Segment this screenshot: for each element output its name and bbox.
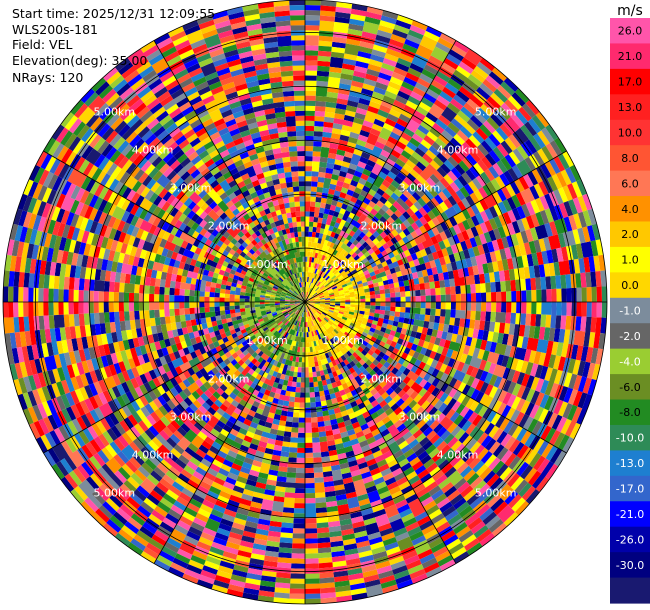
colorbar-tick-label: -8.0 <box>619 406 640 419</box>
colorbar-unit-label: m/s <box>617 3 643 19</box>
range-ring-label: 3.00km <box>399 410 441 423</box>
range-ring-label: 4.00km <box>132 144 174 157</box>
gate-group <box>13 0 601 575</box>
colorbar-tick-label: -10.0 <box>616 432 644 445</box>
colorbar-tick-label: -26.0 <box>616 533 644 546</box>
colorbar-tick-label: -30.0 <box>616 559 644 572</box>
range-ring-label: 2.00km <box>361 220 403 233</box>
gate-group <box>13 5 572 551</box>
ppi-scan-plot: 1.00km 1.00km 1.00km 1.00km 2.00km 2.00km 2.00… <box>2 0 608 605</box>
range-ring-label: 2.00km <box>361 372 403 385</box>
velocity-gates <box>3 0 608 604</box>
range-ring-label: 4.00km <box>132 449 174 462</box>
colorbar-tick-label: 10.0 <box>618 127 643 140</box>
colorbar-swatch <box>610 552 650 579</box>
colorbar-swatch <box>610 68 650 95</box>
azimuth-line <box>304 301 457 564</box>
colorbar-swatch <box>610 501 650 528</box>
range-ring-label: 4.00km <box>437 144 479 157</box>
nrays-label: NRays: 120 <box>12 70 84 85</box>
colorbar-tick-label: 6.0 <box>621 177 639 190</box>
gate-group <box>13 0 592 589</box>
colorbar-tick-label: 1.0 <box>621 254 639 267</box>
colorbar-swatches <box>610 18 650 604</box>
range-ring-label: 5.00km <box>94 487 136 500</box>
colorbar-swatch <box>610 18 650 45</box>
gate-group <box>32 26 596 598</box>
colorbar-tick-label: 17.0 <box>618 76 643 89</box>
colorbar-swatch <box>610 577 650 604</box>
azimuth-line <box>43 301 306 454</box>
colorbar-swatch <box>610 374 650 401</box>
elevation-label: Elevation(deg): 35.00 <box>12 53 148 68</box>
range-ring-labels: 1.00km 1.00km 1.00km 1.00km 2.00km 2.00km 2.00… <box>94 105 517 499</box>
azimuth-lines <box>3 0 607 604</box>
colorbar-tick-label: -17.0 <box>616 483 644 496</box>
colorbar-tick-label: 21.0 <box>618 50 643 63</box>
colorbar-swatch <box>610 323 650 350</box>
colorbar-swatch <box>610 119 650 146</box>
colorbar-tick-label: 13.0 <box>618 101 643 114</box>
colorbar-tick-label: 2.0 <box>621 228 639 241</box>
start-time-label: Start time: 2025/12/31 12:09:55 <box>12 6 216 21</box>
colorbar-swatch <box>610 348 650 375</box>
range-ring-label: 1.00km <box>246 258 288 271</box>
range-ring-label: 3.00km <box>170 182 212 195</box>
range-ring-label: 5.00km <box>94 105 136 118</box>
colorbar-swatch <box>610 526 650 553</box>
colorbar-swatch <box>610 196 650 223</box>
gate-group <box>14 15 586 594</box>
colorbar-swatch <box>610 272 650 299</box>
gate-group <box>23 15 607 599</box>
colorbar-swatch <box>610 424 650 451</box>
colorbar-swatch <box>610 246 650 273</box>
instrument-label: WLS200s-181 <box>12 22 98 37</box>
colorbar-tick-label: -6.0 <box>619 381 640 394</box>
azimuth-line <box>304 150 567 303</box>
colorbar: m/s 26.0 21.0 17.0 13.0 10.0 8.0 6.0 4.0 2.0 1.0 0… <box>610 3 650 604</box>
colorbar-swatch <box>610 450 650 477</box>
colorbar-swatch <box>610 221 650 248</box>
colorbar-swatch <box>610 399 650 426</box>
colorbar-tick-label: -21.0 <box>616 508 644 521</box>
range-ring-label: 4.00km <box>437 449 479 462</box>
colorbar-tick-label: 26.0 <box>618 25 643 38</box>
colorbar-swatch <box>610 145 650 172</box>
colorbar-tick-label: 0.0 <box>621 279 639 292</box>
range-ring-label: 3.00km <box>399 182 441 195</box>
azimuth-line <box>153 301 306 564</box>
colorbar-swatch <box>610 170 650 197</box>
colorbar-tick-label: -13.0 <box>616 457 644 470</box>
range-ring-label: 1.00km <box>246 334 288 347</box>
range-ring-label: 1.00km <box>322 258 364 271</box>
colorbar-swatch <box>610 475 650 502</box>
gate-group <box>8 5 597 591</box>
range-ring-label: 1.00km <box>322 334 364 347</box>
colorbar-tick-label: -2.0 <box>619 330 640 343</box>
range-ring-label: 5.00km <box>475 105 517 118</box>
range-ring-label: 2.00km <box>208 372 250 385</box>
colorbar-swatch <box>610 43 650 70</box>
field-label: Field: VEL <box>12 37 73 52</box>
colorbar-tick-label: -1.0 <box>619 305 640 318</box>
azimuth-line <box>153 40 306 303</box>
colorbar-tick-label: 8.0 <box>621 152 639 165</box>
colorbar-tick-label: 4.0 <box>621 203 639 216</box>
colorbar-swatch <box>610 94 650 121</box>
azimuth-line <box>304 40 457 303</box>
range-ring-label: 3.00km <box>170 410 212 423</box>
range-ring-label: 2.00km <box>208 220 250 233</box>
colorbar-tick-labels: 26.0 21.0 17.0 13.0 10.0 8.0 6.0 4.0 2.0 1.0 0.0 -1… <box>616 25 644 572</box>
colorbar-tick-label: -4.0 <box>619 355 640 368</box>
range-ring-label: 5.00km <box>475 487 517 500</box>
azimuth-line <box>43 150 306 303</box>
azimuth-line <box>304 301 567 454</box>
colorbar-swatch <box>610 297 650 324</box>
